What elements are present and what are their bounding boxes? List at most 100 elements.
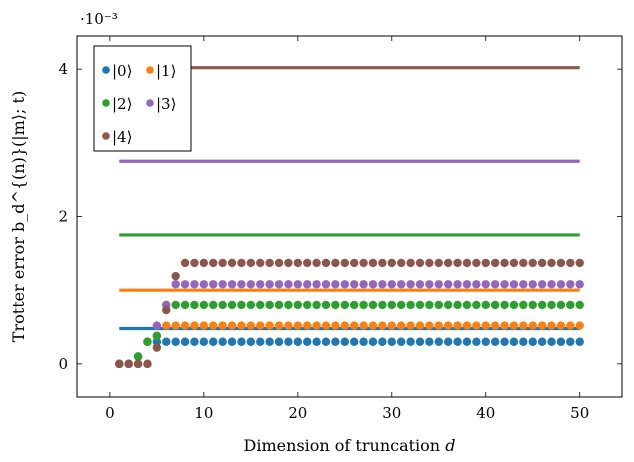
data-point xyxy=(209,258,218,268)
data-point xyxy=(218,337,227,346)
data-point xyxy=(509,321,519,330)
data-point xyxy=(237,337,246,346)
data-point xyxy=(227,337,237,346)
data-point xyxy=(246,337,256,346)
data-point xyxy=(566,337,575,346)
data-point xyxy=(537,280,547,289)
data-point xyxy=(152,331,162,341)
legend-marker xyxy=(102,66,110,74)
data-point xyxy=(378,337,387,346)
data-point xyxy=(227,321,237,330)
data-point xyxy=(303,280,312,289)
data-point xyxy=(490,258,500,268)
data-point xyxy=(547,300,556,310)
data-point xyxy=(425,258,434,268)
data-point xyxy=(284,321,293,330)
data-point xyxy=(265,280,274,289)
data-point xyxy=(143,337,152,346)
legend-marker xyxy=(146,66,154,74)
data-point xyxy=(443,300,453,310)
data-point xyxy=(481,258,490,268)
data-point xyxy=(537,321,547,330)
data-point xyxy=(415,321,425,330)
data-point xyxy=(519,280,528,289)
data-point xyxy=(519,321,528,330)
data-point xyxy=(368,258,378,268)
data-point xyxy=(462,321,472,330)
data-point xyxy=(293,300,303,310)
data-point xyxy=(312,300,321,310)
data-point xyxy=(359,300,368,310)
data-point xyxy=(133,352,143,361)
data-point xyxy=(547,258,556,268)
data-point xyxy=(227,280,237,289)
legend-label: |4⟩ xyxy=(112,128,132,146)
y-tick-label: 4 xyxy=(58,60,68,78)
data-point xyxy=(378,300,387,310)
data-point xyxy=(575,300,584,310)
data-point xyxy=(406,337,415,346)
data-point xyxy=(162,321,171,330)
data-point xyxy=(566,300,575,310)
data-point xyxy=(152,321,162,330)
x-tick-label: 20 xyxy=(288,404,307,422)
data-point xyxy=(321,300,331,310)
data-point xyxy=(180,321,190,330)
data-point xyxy=(490,337,500,346)
data-point xyxy=(556,337,566,346)
data-point xyxy=(443,321,453,330)
data-point xyxy=(293,280,303,289)
data-point xyxy=(387,258,396,268)
data-point xyxy=(462,300,472,310)
data-point xyxy=(190,300,199,310)
data-point xyxy=(481,300,490,310)
data-point xyxy=(500,280,509,289)
data-point xyxy=(378,280,387,289)
data-point xyxy=(256,337,265,346)
data-point xyxy=(434,321,443,330)
data-point xyxy=(349,300,359,310)
data-point xyxy=(556,258,566,268)
data-point xyxy=(472,337,481,346)
data-point xyxy=(396,280,406,289)
data-point xyxy=(199,258,209,268)
data-point xyxy=(162,305,171,315)
data-point xyxy=(453,321,462,330)
data-point xyxy=(218,258,227,268)
data-point xyxy=(349,321,359,330)
data-point xyxy=(218,300,227,310)
data-point xyxy=(180,300,190,310)
data-point xyxy=(453,258,462,268)
data-point xyxy=(340,300,350,310)
data-point xyxy=(566,280,575,289)
legend-label: |1⟩ xyxy=(156,62,176,80)
data-point xyxy=(331,337,340,346)
data-point xyxy=(359,280,368,289)
data-point xyxy=(246,321,256,330)
data-point xyxy=(246,300,256,310)
data-point xyxy=(274,337,284,346)
legend-box xyxy=(93,45,192,152)
data-point xyxy=(425,321,434,330)
data-point xyxy=(340,258,350,268)
data-point xyxy=(190,280,199,289)
data-point xyxy=(115,359,124,369)
data-point xyxy=(443,258,453,268)
data-point xyxy=(284,337,293,346)
y-axis-exponent: ·10⁻³ xyxy=(80,10,118,28)
data-point xyxy=(472,321,481,330)
data-point xyxy=(199,280,209,289)
data-point xyxy=(312,337,321,346)
data-point xyxy=(171,300,180,310)
data-point xyxy=(171,280,180,289)
legend-label: |3⟩ xyxy=(156,95,176,113)
data-point xyxy=(443,280,453,289)
data-point xyxy=(331,280,340,289)
axis-ticks: 0 10 20 30 40 50 0 2 4 xyxy=(58,36,622,422)
data-point xyxy=(490,321,500,330)
data-point xyxy=(537,300,547,310)
data-point xyxy=(209,280,218,289)
data-point xyxy=(434,337,443,346)
data-point xyxy=(190,258,199,268)
data-point xyxy=(190,337,199,346)
